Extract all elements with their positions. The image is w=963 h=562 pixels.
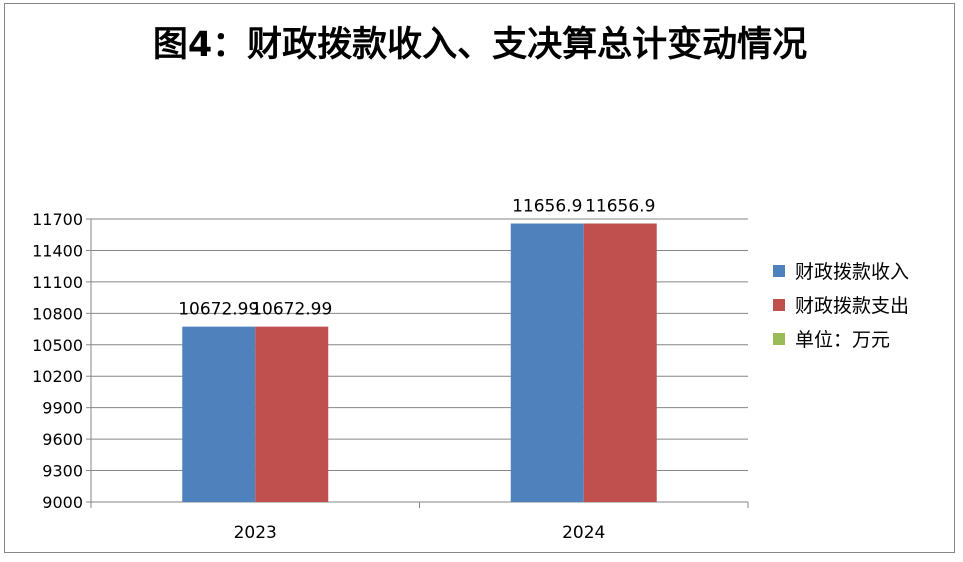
y-tick-label: 10800: [32, 304, 83, 323]
y-tick-label: 9000: [42, 493, 83, 512]
data-label: 11656.9: [512, 197, 582, 217]
y-tick-label: 11100: [32, 273, 83, 292]
y-tick-label: 9900: [42, 399, 83, 418]
y-tick-label: 11400: [32, 241, 83, 260]
y-tick-label: 9600: [42, 430, 83, 449]
legend-swatch: [773, 265, 785, 277]
bars: [182, 223, 657, 502]
legend-label: 财政拨款支出: [795, 295, 909, 317]
legend-swatch: [773, 299, 785, 311]
data-label: 10672.99: [178, 300, 259, 320]
chart-frame: [4, 3, 955, 553]
y-tick-label: 10500: [32, 336, 83, 355]
bar: [583, 223, 657, 502]
bar: [510, 223, 584, 502]
data-label: 10672.99: [251, 300, 332, 320]
legend-label: 单位：万元: [795, 329, 890, 351]
chart-title: 图4：财政拨款收入、支决算总计变动情况: [153, 25, 807, 65]
x-category-label: 2024: [562, 523, 605, 543]
legend-swatch: [773, 333, 785, 345]
legend-label: 财政拨款收入: [795, 261, 909, 283]
y-tick-label: 9300: [42, 462, 83, 481]
x-category-label: 2023: [234, 523, 277, 543]
y-tick-label: 10200: [32, 367, 83, 386]
bar: [255, 326, 329, 502]
bar: [182, 326, 256, 502]
data-label: 11656.9: [585, 197, 655, 217]
y-tick-label: 11700: [32, 210, 83, 229]
